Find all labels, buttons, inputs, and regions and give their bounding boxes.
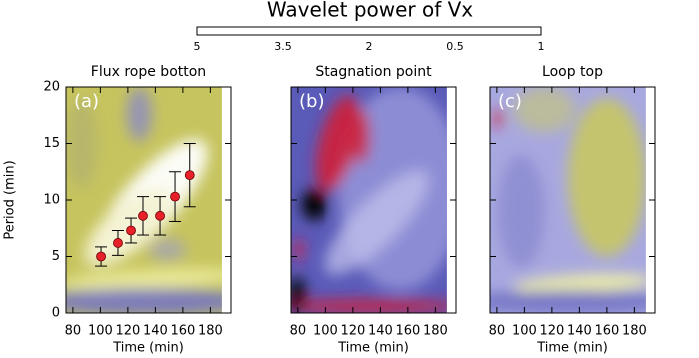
heatmap-blob (66, 98, 98, 189)
panel-title: Loop top (542, 64, 603, 80)
x-tick-label: 160 (395, 324, 420, 339)
x-tick-label: 160 (594, 324, 619, 339)
y-tick-label: 10 (43, 193, 60, 208)
x-axis-label: Time (min) (112, 341, 184, 356)
data-point (96, 251, 106, 262)
heatmap-blob (324, 170, 429, 275)
x-tick-label: 140 (567, 324, 592, 339)
x-tick-label: 120 (115, 324, 140, 339)
colorbar-tick-label: 3.5 (274, 40, 292, 53)
panel-title: Flux rope botton (91, 64, 206, 80)
data-point (184, 170, 195, 181)
heatmap-blob (315, 95, 360, 192)
y-tick-label: 20 (43, 80, 60, 95)
y-tick-label: 0 (52, 306, 60, 321)
x-tick-label: 180 (622, 324, 647, 339)
heatmap-blob (490, 290, 646, 313)
heatmap-blob (291, 276, 306, 313)
heatmap-blob (126, 87, 152, 142)
heatmap-blob (301, 188, 327, 221)
data-point (126, 225, 136, 236)
x-tick-label: 120 (340, 324, 365, 339)
data-point (138, 210, 148, 221)
panel-label: (b) (299, 91, 324, 112)
y-tick-label: 5 (52, 249, 60, 264)
colorbar-tick-label: 2 (366, 40, 373, 53)
x-tick-label: 120 (539, 324, 564, 339)
heatmap-blob (294, 238, 304, 262)
data-point (155, 210, 165, 221)
colorbar-tick-label: 1 (538, 40, 545, 53)
x-tick-label: 140 (368, 324, 393, 339)
panel: Loop top (c) Time (min) 80 100 120 140 160 180 (489, 64, 656, 356)
colorbar-tick-label: 5 (194, 40, 201, 53)
x-tick-label: 140 (143, 324, 168, 339)
heatmap-blob (148, 238, 187, 262)
panel-title: Stagnation point (315, 64, 432, 80)
chart-title: Wavelet power of Vx (267, 0, 473, 22)
data-point (113, 238, 123, 248)
x-tick-label: 180 (423, 324, 448, 339)
heatmap-texture (490, 87, 646, 313)
y-axis-label: Period (min) (3, 160, 18, 239)
y-tick-label: 15 (43, 136, 60, 151)
heatmap (66, 87, 222, 313)
heatmap-blob (567, 98, 646, 257)
x-tick-label: 100 (512, 324, 537, 339)
x-axis-label: Time (min) (536, 341, 608, 356)
panel: Flux rope botton (a) Time (min) Period (min… (3, 64, 232, 356)
heatmap-blob (513, 273, 646, 294)
heatmap-blob (66, 288, 222, 313)
colorbar (196, 26, 542, 36)
colorbar-tick-label: 0.5 (446, 40, 464, 53)
x-tick-label: 180 (198, 324, 223, 339)
x-tick-label: 80 (65, 324, 82, 339)
heatmap-blob (493, 109, 503, 128)
heatmap-blob (497, 154, 545, 268)
x-tick-label: 100 (313, 324, 338, 339)
x-axis-label: Time (min) (337, 341, 409, 356)
heatmap (490, 87, 646, 313)
data-point (170, 191, 180, 202)
x-tick-label: 160 (170, 324, 195, 339)
panel-label: (a) (74, 91, 99, 112)
x-tick-label: 100 (88, 324, 113, 339)
x-tick-label: 80 (489, 324, 506, 339)
x-tick-label: 80 (290, 324, 307, 339)
heatmap (291, 87, 447, 313)
panel-label: (c) (498, 91, 522, 112)
heatmap-blob (351, 109, 371, 164)
panel: Stagnation point (b) Time (min) 80 100 120 140… (290, 64, 457, 356)
heatmap-blob (66, 268, 222, 290)
heatmap-blob (513, 87, 576, 133)
heatmap-texture (291, 87, 447, 313)
